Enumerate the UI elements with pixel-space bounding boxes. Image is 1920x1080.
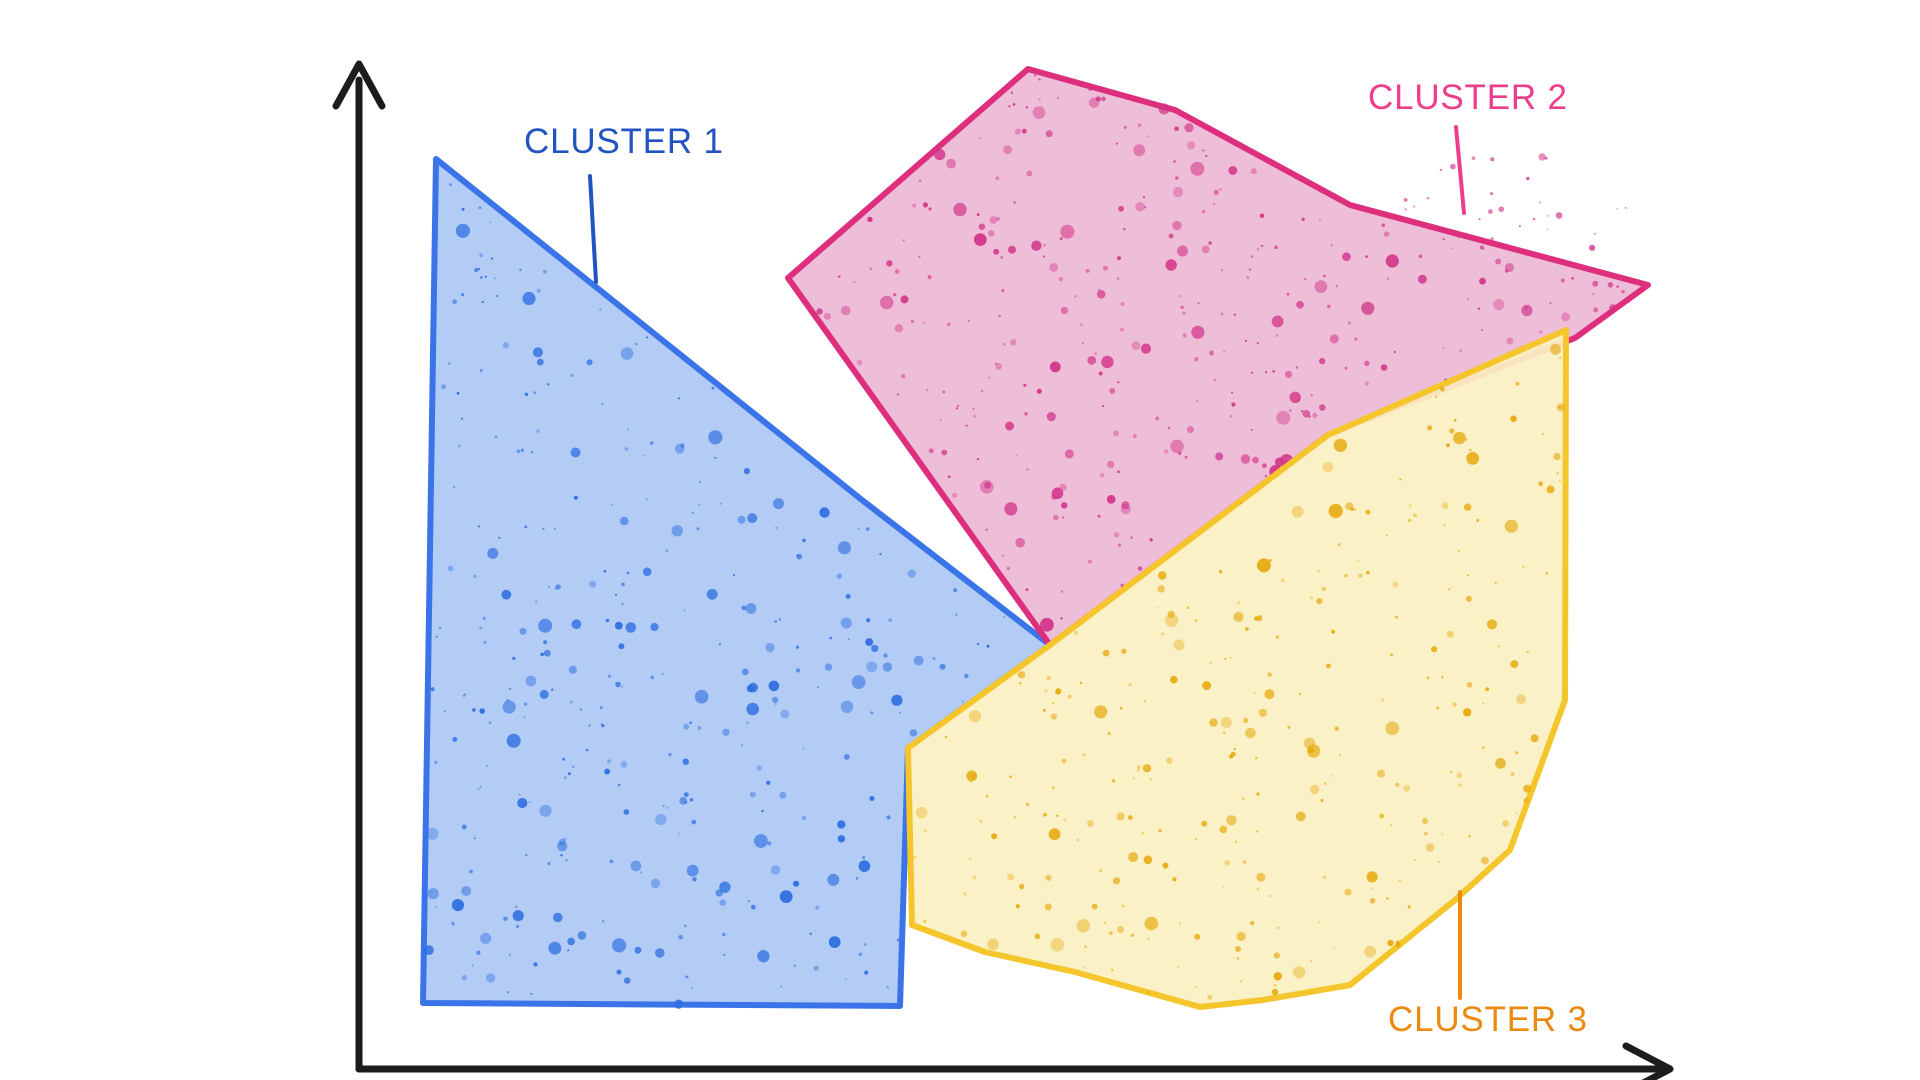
cluster-3-points [913,343,1565,1000]
y-axis-arrowhead-icon [332,60,386,110]
cluster-2-leader-line [1454,125,1466,215]
cluster-1-points [423,183,1006,1009]
cluster-2-points [788,74,1627,632]
cluster-3-region [905,327,1569,1010]
x-axis-arrowhead-icon [1622,1042,1674,1080]
cluster-1-leader-line [588,174,598,284]
cluster-1-label: CLUSTER 1 [524,122,724,161]
cluster-3-label: CLUSTER 3 [1388,1000,1588,1039]
cluster-2-label: CLUSTER 2 [1368,78,1568,117]
axes [332,60,1674,1080]
cluster-3-group [905,327,1569,1010]
